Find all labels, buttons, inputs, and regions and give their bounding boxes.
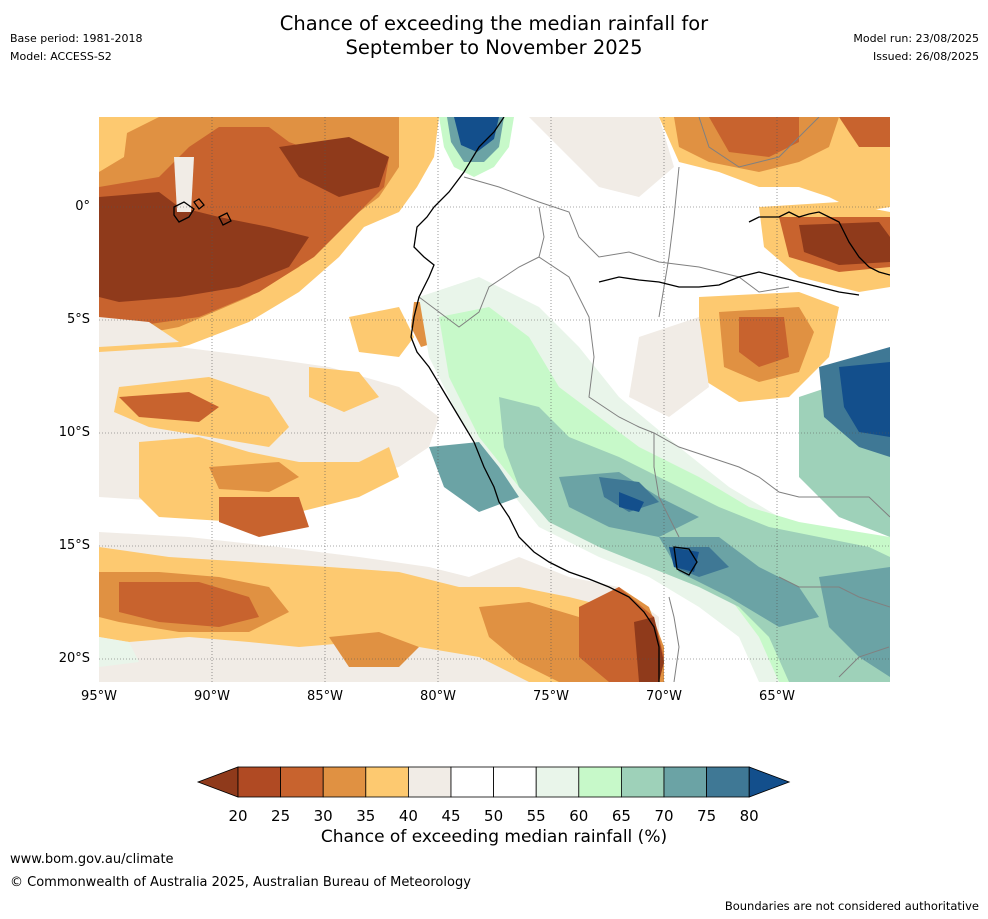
colorbar-swatches xyxy=(196,766,791,798)
colorbar-swatch xyxy=(493,766,537,798)
colorbar-swatch xyxy=(620,766,665,798)
colorbar-tick-label: 60 xyxy=(569,807,589,825)
title-line-2: September to November 2025 xyxy=(345,36,643,59)
x-tick-75w: 75°W xyxy=(533,689,569,704)
website-link[interactable]: www.bom.gov.au/climate xyxy=(10,852,174,867)
colorbar-swatch xyxy=(322,766,367,798)
colorbar-extend-high xyxy=(748,766,791,798)
dry-patch-lat8 xyxy=(309,367,379,412)
y-tick-10s: 10°S xyxy=(58,425,90,440)
issued-date: Issued: 26/08/2025 xyxy=(872,50,979,63)
dry-band-mid-3 xyxy=(219,497,309,537)
copyright-text: © Commonwealth of Australia 2025, Austra… xyxy=(10,875,471,890)
colorbar-swatch xyxy=(365,766,409,798)
colorbar-swatch xyxy=(280,766,324,798)
rainfall-map xyxy=(99,117,890,682)
x-tick-70w: 70°W xyxy=(646,689,682,704)
colorbar-tick-label: 55 xyxy=(526,807,546,825)
dry-patch-coast-outer xyxy=(349,307,414,357)
colorbar-swatch xyxy=(706,766,750,798)
colorbar-tick-label: 20 xyxy=(228,807,248,825)
dry-northeast-core xyxy=(709,117,799,157)
colorbar-tick-label: 80 xyxy=(739,807,759,825)
colorbar-swatch xyxy=(237,766,281,798)
dry-northeast-east xyxy=(839,117,890,147)
colorbar-tick-label: 35 xyxy=(356,807,376,825)
colorbar-tick-label: 50 xyxy=(484,807,504,825)
colorbar-swatch xyxy=(535,766,580,798)
light-spot-galapagos xyxy=(174,157,194,212)
y-tick-15s: 15°S xyxy=(58,538,90,553)
dry-coast-peru-deepest xyxy=(634,617,664,682)
northwest-corner-wet xyxy=(99,117,129,172)
title-line-1: Chance of exceeding the median rainfall … xyxy=(279,12,709,35)
dry-band-south-core xyxy=(119,582,259,627)
dry-band-mid-core xyxy=(119,392,219,422)
wet-corner-southwest xyxy=(99,637,139,667)
y-tick-0: 0° xyxy=(75,199,90,214)
x-tick-85w: 85°W xyxy=(307,689,343,704)
model-name: Model: ACCESS-S2 xyxy=(10,50,112,63)
wet-east-south xyxy=(819,567,890,677)
country-borders xyxy=(418,117,890,682)
light-north-central xyxy=(529,117,674,197)
colorbar-tick-label: 40 xyxy=(398,807,418,825)
colorbar-tick-label: 75 xyxy=(697,807,717,825)
colorbar-tick-label: 70 xyxy=(654,807,674,825)
dry-patch-south-west xyxy=(329,632,419,667)
base-period: Base period: 1981-2018 xyxy=(10,32,143,45)
colorbar-tick-label: 45 xyxy=(441,807,461,825)
light-amazon-central xyxy=(629,317,709,417)
wet-andes-core xyxy=(599,477,659,512)
dry-amazon-central-core xyxy=(739,317,789,367)
colorbar-title: Chance of exceeding median rainfall (%) xyxy=(320,827,668,847)
colorbar-tick-label: 65 xyxy=(611,807,631,825)
wet-north-colombia-core xyxy=(454,117,499,152)
dry-region-north-core xyxy=(279,137,389,197)
dry-band-mid-2-core xyxy=(209,462,299,492)
map-canvas xyxy=(99,117,890,682)
y-tick-5s: 5°S xyxy=(66,312,90,327)
disclaimer-text: Boundaries are not considered authoritat… xyxy=(724,899,979,913)
colorbar xyxy=(196,766,791,798)
dry-amazon-east-core xyxy=(799,222,890,265)
colorbar-tick-label: 25 xyxy=(271,807,291,825)
colorbar-swatch xyxy=(407,766,452,798)
y-tick-20s: 20°S xyxy=(58,651,90,666)
wet-east-core xyxy=(839,362,890,437)
colorbar-swatch xyxy=(663,766,707,798)
x-tick-90w: 90°W xyxy=(194,689,230,704)
model-run: Model run: 23/08/2025 xyxy=(853,32,979,45)
colorbar-swatch xyxy=(450,766,494,798)
colorbar-tick-label: 30 xyxy=(313,807,333,825)
coastline xyxy=(173,117,890,682)
dry-region-northwest-deepest xyxy=(99,192,309,302)
x-tick-80w: 80°W xyxy=(420,689,456,704)
colorbar-extend-low xyxy=(196,766,239,798)
map-title: Chance of exceeding the median rainfall … xyxy=(0,12,988,60)
x-tick-95w: 95°W xyxy=(81,689,117,704)
wet-andes-core-2 xyxy=(619,492,644,512)
light-spot-lat3 xyxy=(99,317,179,347)
colorbar-swatch xyxy=(578,766,622,798)
graticule xyxy=(99,117,890,682)
x-tick-65w: 65°W xyxy=(759,689,795,704)
